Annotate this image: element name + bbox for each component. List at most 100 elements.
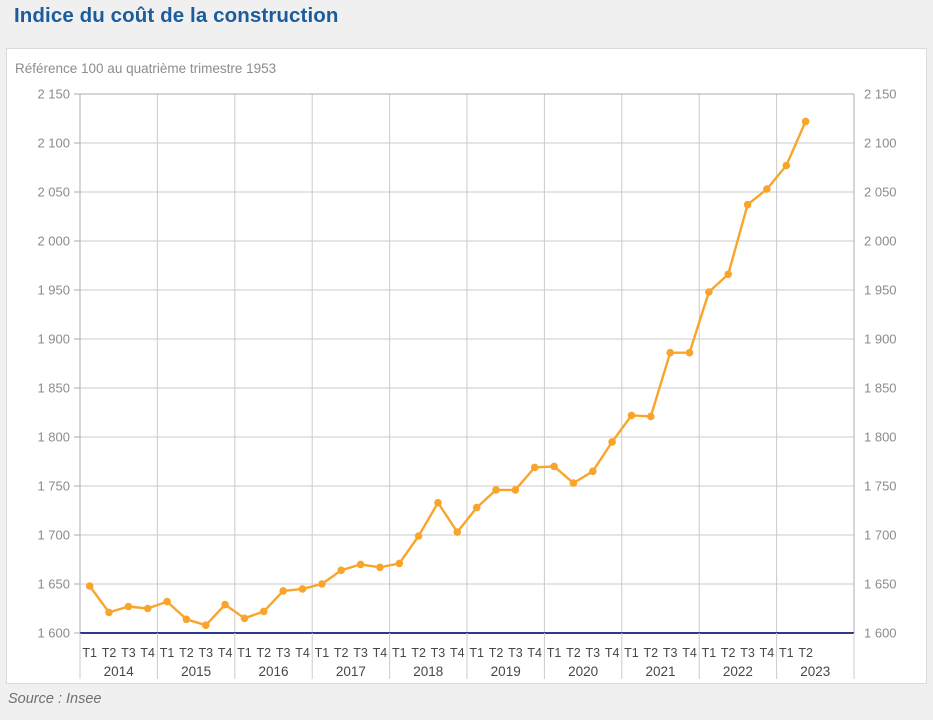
y-tick-label-right: 1 700 — [864, 528, 897, 543]
y-tick-label-left: 1 800 — [37, 430, 70, 445]
y-tick-label-right: 1 850 — [864, 381, 897, 396]
quarter-label: T1 — [469, 646, 484, 660]
data-point[interactable] — [801, 117, 810, 126]
y-tick-label-right: 1 750 — [864, 479, 897, 494]
data-point[interactable] — [666, 348, 674, 357]
series-line — [88, 120, 807, 627]
quarter-label: T2 — [334, 646, 349, 660]
data-point[interactable] — [337, 566, 346, 575]
data-point[interactable] — [608, 438, 616, 446]
quarter-label: T3 — [198, 646, 213, 660]
data-point[interactable] — [85, 582, 94, 590]
chart-card: Référence 100 au quatrième trimestre 195… — [6, 48, 927, 684]
quarter-label: T1 — [547, 646, 562, 660]
data-point[interactable] — [569, 479, 578, 487]
year-label: 2020 — [568, 664, 598, 679]
year-label: 2018 — [413, 664, 443, 679]
data-point[interactable] — [434, 498, 442, 507]
data-point[interactable] — [163, 597, 171, 606]
data-point[interactable] — [124, 602, 133, 611]
data-point[interactable] — [589, 467, 597, 476]
y-tick-label-left: 2 050 — [37, 185, 70, 200]
data-point[interactable] — [472, 503, 481, 512]
data-point[interactable] — [627, 411, 636, 420]
data-point[interactable] — [414, 532, 423, 540]
data-point[interactable] — [143, 604, 152, 613]
quarter-label: T4 — [527, 646, 542, 660]
data-point[interactable] — [395, 559, 404, 568]
data-point[interactable] — [743, 200, 752, 209]
quarter-label: T1 — [702, 646, 717, 660]
y-tick-label-left: 2 000 — [37, 234, 70, 249]
x-axis-ticks — [79, 633, 855, 679]
quarter-label: T4 — [140, 646, 155, 660]
year-label: 2023 — [800, 664, 830, 679]
data-point[interactable] — [511, 486, 520, 494]
data-point[interactable] — [182, 615, 191, 624]
quarter-label: T2 — [257, 646, 272, 660]
y-tick-label-right: 2 050 — [864, 185, 897, 200]
data-point[interactable] — [705, 288, 713, 296]
data-point[interactable] — [376, 563, 384, 572]
quarter-label: T4 — [682, 646, 697, 660]
quarter-label: T1 — [315, 646, 330, 660]
data-point[interactable] — [260, 607, 268, 616]
y-tick-label-left: 1 950 — [37, 283, 70, 298]
y-axis-labels-left: 1 600 1 650 1 700 1 750 1 800 1 850 1 900 1 950… — [37, 87, 80, 641]
year-label: 2022 — [723, 664, 753, 679]
y-tick-label-left: 1 850 — [37, 381, 70, 396]
quarter-label: T4 — [450, 646, 465, 660]
y-tick-label-right: 2 150 — [864, 87, 897, 102]
quarter-label: T1 — [624, 646, 639, 660]
quarter-label: T4 — [295, 646, 310, 660]
data-point[interactable] — [685, 348, 694, 357]
data-point[interactable] — [453, 528, 462, 536]
data-point[interactable] — [240, 614, 249, 623]
quarter-label: T2 — [644, 646, 659, 660]
data-point[interactable] — [279, 587, 288, 595]
year-label: 2019 — [491, 664, 521, 679]
data-point[interactable] — [356, 560, 365, 569]
data-point[interactable] — [724, 270, 732, 279]
data-point[interactable] — [221, 600, 229, 609]
quarter-label: T4 — [605, 646, 620, 660]
quarter-label: T1 — [160, 646, 175, 660]
quarter-label: T1 — [779, 646, 794, 660]
quarter-label: T1 — [237, 646, 252, 660]
quarter-label: T3 — [663, 646, 678, 660]
y-axis-labels-right: 1 600 1 650 1 700 1 750 1 800 1 850 1 900 1 950… — [864, 87, 897, 641]
year-label: 2014 — [104, 664, 135, 679]
quarter-label: T2 — [411, 646, 426, 660]
data-point[interactable] — [782, 161, 791, 170]
quarter-label: T3 — [121, 646, 136, 660]
y-tick-label-left: 1 750 — [37, 479, 70, 494]
data-point[interactable] — [530, 463, 539, 472]
data-point[interactable] — [202, 621, 210, 629]
year-label: 2015 — [181, 664, 211, 679]
quarter-label: T4 — [760, 646, 775, 660]
quarter-label: T2 — [102, 646, 117, 660]
y-tick-label-right: 1 800 — [864, 430, 897, 445]
data-point[interactable] — [763, 185, 771, 193]
data-point[interactable] — [550, 462, 558, 471]
data-point[interactable] — [647, 412, 655, 421]
y-tick-label-left: 1 700 — [37, 528, 70, 543]
quarter-label: T3 — [740, 646, 755, 660]
data-point[interactable] — [105, 608, 113, 617]
quarter-label: T2 — [489, 646, 504, 660]
quarter-label: T3 — [431, 646, 446, 660]
data-point[interactable] — [298, 585, 307, 593]
x-axis-labels: T1 T2 T3 T4 2014 T1 T2 T3 T4 2015 T1 T2 T3 T4 2016 T1 T2… — [82, 646, 830, 679]
year-label: 2017 — [336, 664, 366, 679]
quarter-label: T2 — [179, 646, 194, 660]
construction-cost-line-chart: 1 600 1 650 1 700 1 750 1 800 1 850 1 900 1 950… — [37, 87, 897, 679]
data-point[interactable] — [318, 580, 326, 588]
quarter-label: T3 — [276, 646, 291, 660]
quarter-label: T4 — [218, 646, 233, 660]
y-tick-label-right: 1 900 — [864, 332, 897, 347]
chart-subtitle: Référence 100 au quatrième trimestre 195… — [15, 61, 277, 76]
data-point[interactable] — [492, 486, 500, 494]
y-tick-label-right: 2 100 — [864, 136, 897, 151]
series-construction-cost-index — [85, 117, 810, 629]
y-tick-label-right: 2 000 — [864, 234, 897, 249]
